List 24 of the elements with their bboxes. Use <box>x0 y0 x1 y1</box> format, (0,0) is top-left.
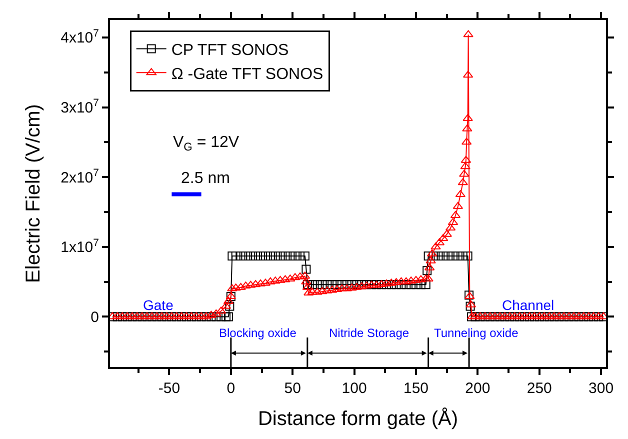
x-tick-label: 50 <box>284 380 301 397</box>
legend-label: CP TFT SONOS <box>171 42 289 60</box>
x-tick-label: 100 <box>342 380 367 397</box>
y-tick-label: 1x10$^{7}$ <box>60 236 100 256</box>
x-tick-label: 0 <box>226 380 236 397</box>
annotation: Nitride Storage <box>329 326 410 340</box>
x-tick-label: 300 <box>588 380 614 397</box>
y-tick-label: 0 <box>90 308 99 326</box>
y-tick-label: 2x10$^{7}$ <box>60 167 100 186</box>
annotation: 2.5 nm <box>181 170 230 187</box>
y-axis-title: Electric Field (V/cm) <box>22 104 45 283</box>
x-tick-label: 150 <box>403 380 429 397</box>
x-tick-label: 200 <box>465 380 490 397</box>
annotation: Channel <box>502 297 554 313</box>
annotation: Tunneling oxide <box>434 326 519 340</box>
annotation: V$_{G}$ = 12V <box>173 134 240 154</box>
x-tick-label: -50 <box>158 380 180 397</box>
x-tick-label: 250 <box>526 380 552 397</box>
annotation: Gate <box>143 297 174 313</box>
y-tick-label: 4x10$^{7}$ <box>60 27 100 47</box>
y-tick-label: 3x10$^{7}$ <box>60 97 100 117</box>
x-axis-title: Distance form gate (Å) <box>258 407 458 430</box>
legend-label: Ω -Gate TFT SONOS <box>171 66 324 83</box>
annotation: Blocking oxide <box>219 326 297 340</box>
